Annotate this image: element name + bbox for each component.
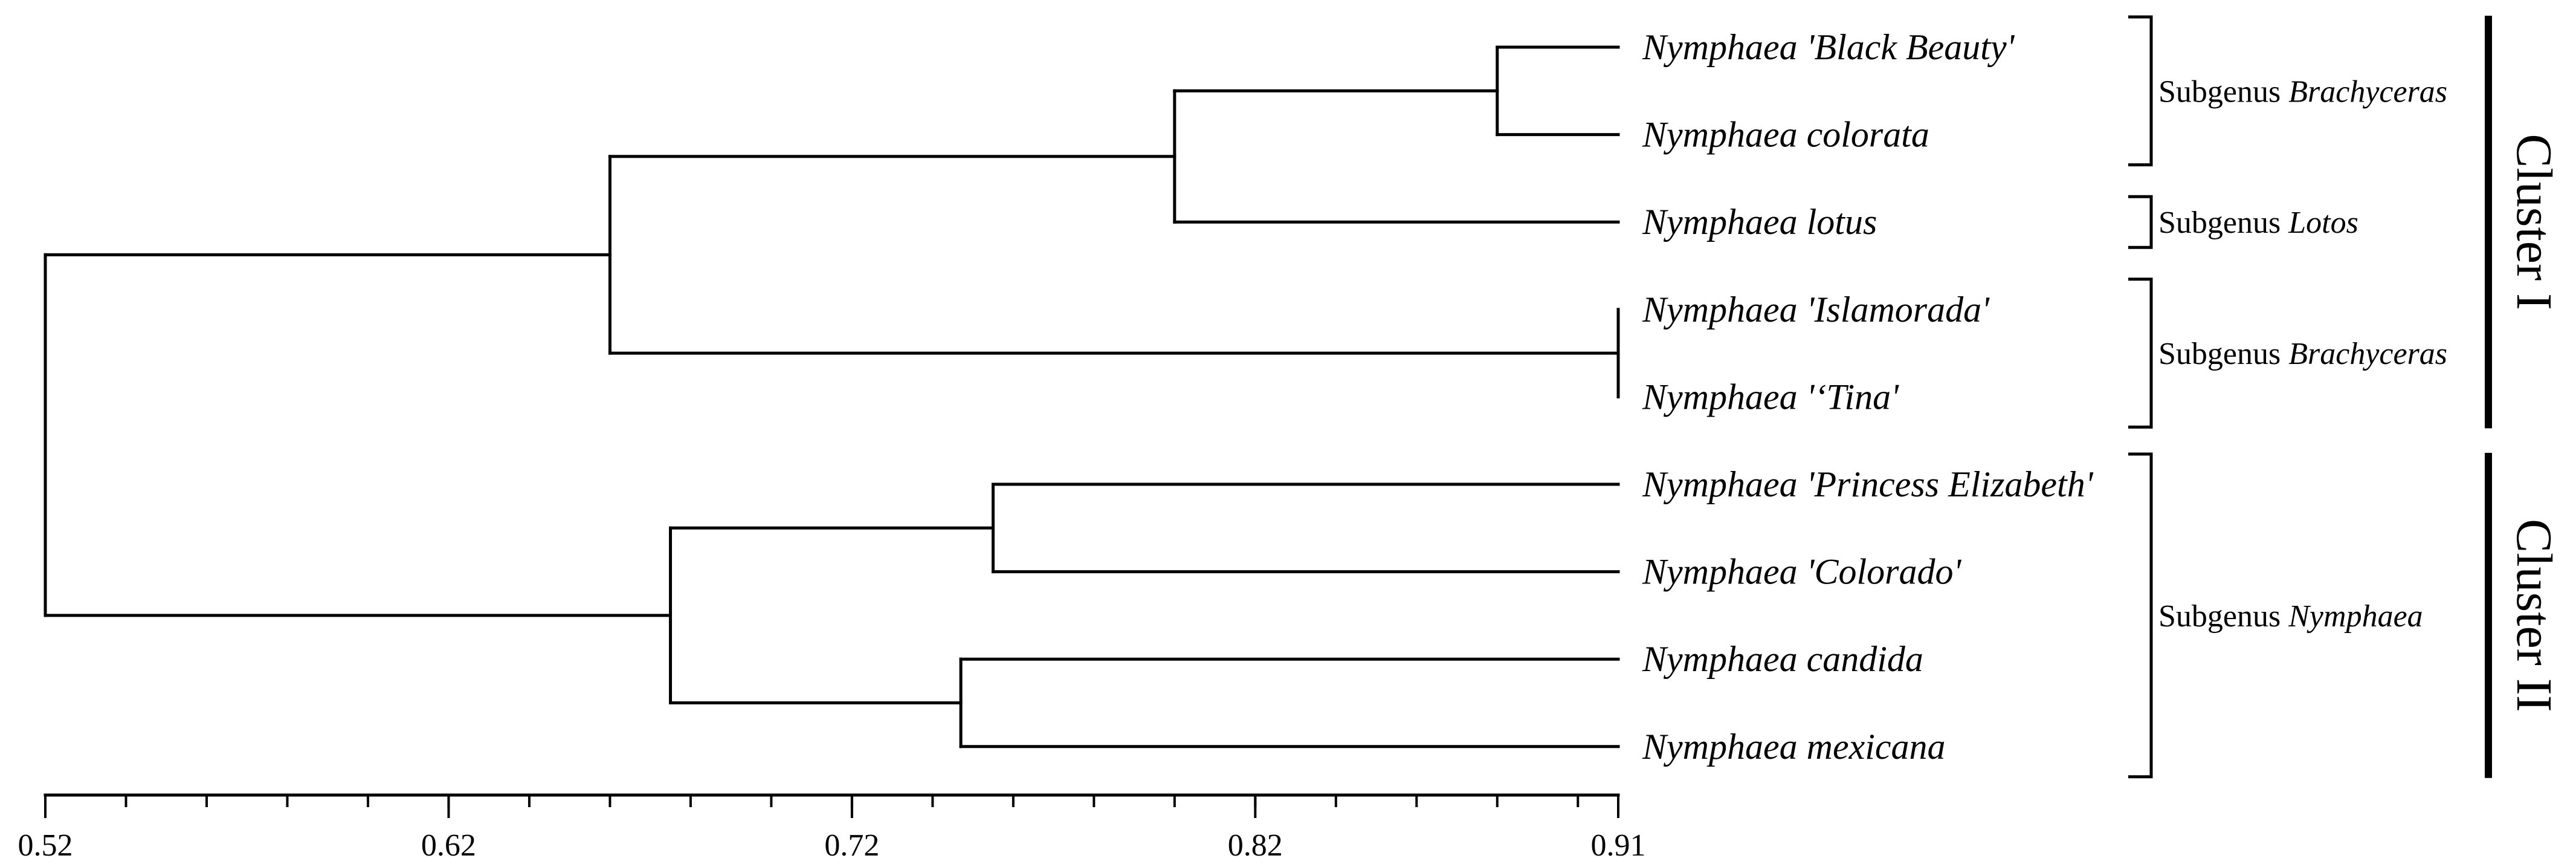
leaf-label: Nymphaea 'Islamorada' xyxy=(1642,290,1990,330)
subgenus-label: Subgenus Brachyceras xyxy=(2158,74,2447,109)
tick-label: 0.52 xyxy=(18,828,73,863)
cluster-label: Cluster II xyxy=(2506,519,2562,712)
subgenus-brackets: Subgenus Brachyceras Subgenus Lotos Subgen… xyxy=(2128,15,2447,779)
leaf-label: Nymphaea '‘Tina' xyxy=(1642,377,1899,417)
x-axis: 0.52 0.62 0.72 0.82 0.91 xyxy=(18,793,1646,863)
subgenus-bracket xyxy=(2128,195,2153,249)
tick-label: 0.82 xyxy=(1228,828,1283,863)
subgenus-label: Subgenus Brachyceras xyxy=(2158,337,2447,371)
leaf-label: Nymphaea lotus xyxy=(1642,202,1877,242)
cluster-bars: Cluster I Cluster II xyxy=(2485,16,2562,778)
dendrogram-branches xyxy=(44,45,1620,748)
cluster-label: Cluster I xyxy=(2506,134,2562,310)
leaf-label: Nymphaea 'Black Beauty' xyxy=(1642,27,2015,67)
leaf-labels: Nymphaea 'Black Beauty' Nymphaea colorata… xyxy=(1642,27,2094,767)
tick-label: 0.62 xyxy=(421,828,476,863)
subgenus-label: Subgenus Lotos xyxy=(2158,206,2358,240)
tick-label: 0.91 xyxy=(1591,828,1646,863)
leaf-label: Nymphaea 'Colorado' xyxy=(1642,552,1961,592)
leaf-label: Nymphaea colorata xyxy=(1642,115,1929,155)
tick-label: 0.72 xyxy=(824,828,879,863)
subgenus-bracket xyxy=(2128,15,2153,167)
leaf-label: Nymphaea mexicana xyxy=(1642,727,1946,767)
subgenus-bracket xyxy=(2128,452,2153,779)
subgenus-bracket xyxy=(2128,278,2153,429)
leaf-label: Nymphaea candida xyxy=(1642,639,1923,679)
subgenus-label: Subgenus Nymphaea xyxy=(2158,599,2423,634)
leaf-label: Nymphaea 'Princess Elizabeth' xyxy=(1642,464,2094,504)
